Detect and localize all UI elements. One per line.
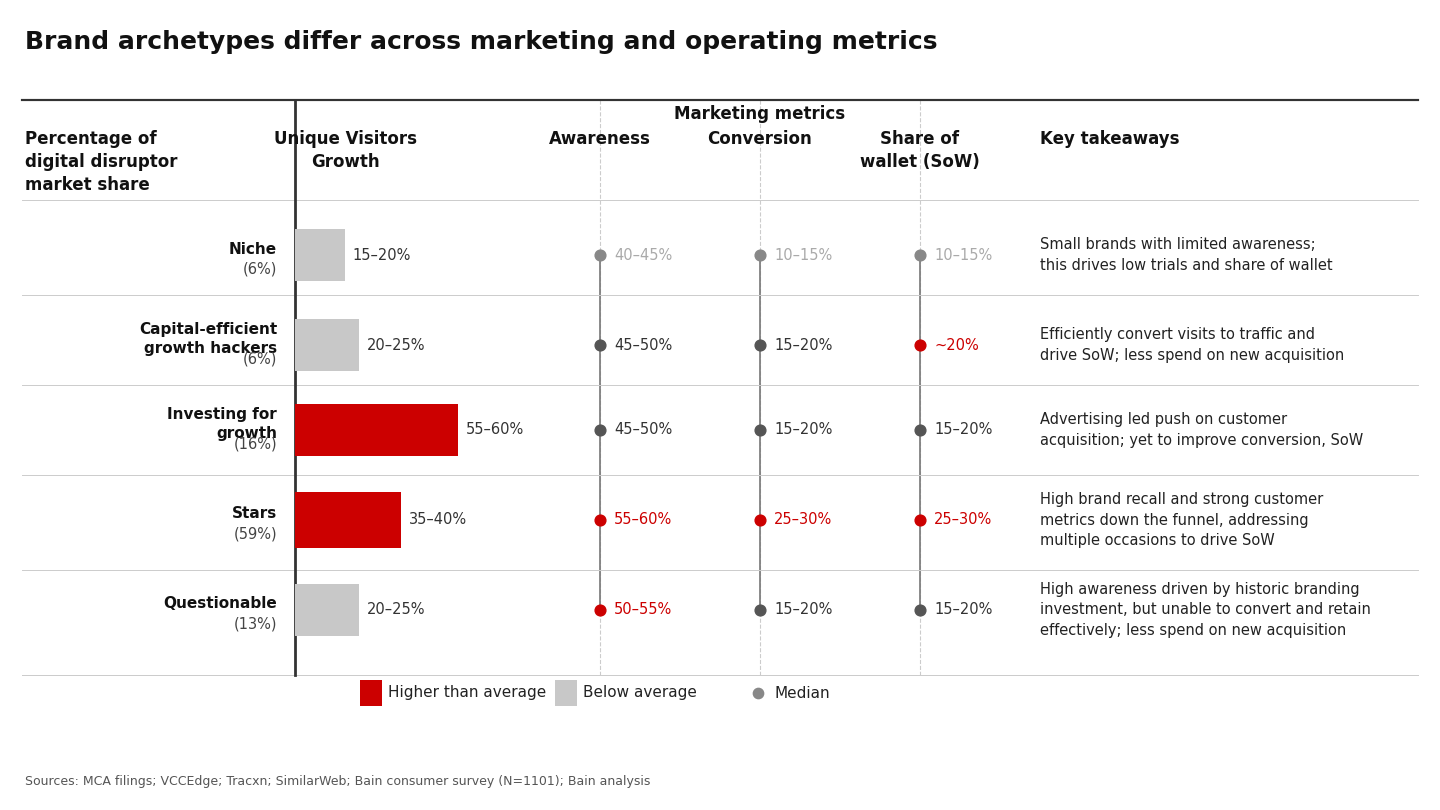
Point — [749, 339, 772, 352]
Text: 10–15%: 10–15% — [935, 248, 992, 262]
Bar — [295, 403, 458, 456]
Text: (6%): (6%) — [242, 262, 276, 276]
Point — [589, 339, 612, 352]
Text: 55–60%: 55–60% — [613, 513, 672, 527]
Text: Advertising led push on customer
acquisition; yet to improve conversion, SoW: Advertising led push on customer acquisi… — [1040, 412, 1364, 448]
Text: 55–60%: 55–60% — [467, 423, 524, 437]
Text: High brand recall and strong customer
metrics down the funnel, addressing
multip: High brand recall and strong customer me… — [1040, 492, 1323, 548]
Text: Small brands with limited awareness;
this drives low trials and share of wallet: Small brands with limited awareness; thi… — [1040, 237, 1332, 273]
Text: 15–20%: 15–20% — [775, 423, 832, 437]
Text: 20–25%: 20–25% — [367, 338, 425, 352]
Text: 45–50%: 45–50% — [613, 423, 672, 437]
Point — [589, 424, 612, 437]
Text: 50–55%: 50–55% — [613, 603, 672, 617]
Point — [909, 249, 932, 262]
Text: 45–50%: 45–50% — [613, 338, 672, 352]
Point — [909, 603, 932, 616]
Bar — [295, 318, 359, 371]
Text: Investing for
growth: Investing for growth — [167, 407, 276, 441]
Text: High awareness driven by historic branding
investment, but unable to convert and: High awareness driven by historic brandi… — [1040, 582, 1371, 638]
Text: Below average: Below average — [583, 685, 697, 701]
Point — [909, 424, 932, 437]
Text: 25–30%: 25–30% — [935, 513, 992, 527]
Point — [749, 249, 772, 262]
Text: 15–20%: 15–20% — [935, 423, 992, 437]
Text: 25–30%: 25–30% — [775, 513, 832, 527]
Text: Marketing metrics: Marketing metrics — [674, 105, 845, 123]
Text: Higher than average: Higher than average — [387, 685, 546, 701]
Text: Median: Median — [775, 685, 829, 701]
Text: 15–20%: 15–20% — [775, 338, 832, 352]
Text: Sources: MCA filings; VCCEdge; Tracxn; SimilarWeb; Bain consumer survey (N=1101): Sources: MCA filings; VCCEdge; Tracxn; S… — [24, 775, 651, 788]
Text: Stars: Stars — [232, 506, 276, 522]
Text: Brand archetypes differ across marketing and operating metrics: Brand archetypes differ across marketing… — [24, 30, 937, 54]
Point — [589, 249, 612, 262]
Text: (13%): (13%) — [233, 616, 276, 632]
Text: Conversion: Conversion — [707, 130, 812, 148]
Text: Key takeaways: Key takeaways — [1040, 130, 1179, 148]
Text: 40–45%: 40–45% — [613, 248, 672, 262]
Point — [589, 514, 612, 526]
Text: Niche: Niche — [229, 241, 276, 257]
Point — [909, 339, 932, 352]
Point — [749, 424, 772, 437]
Bar — [295, 228, 344, 281]
Point — [746, 687, 769, 700]
Bar — [295, 584, 359, 637]
Text: Questionable: Questionable — [163, 596, 276, 612]
Bar — [554, 680, 577, 706]
Text: ~20%: ~20% — [935, 338, 979, 352]
Point — [909, 514, 932, 526]
Text: 10–15%: 10–15% — [775, 248, 832, 262]
Point — [749, 514, 772, 526]
Text: 35–40%: 35–40% — [409, 513, 468, 527]
Text: Awareness: Awareness — [549, 130, 651, 148]
Text: Percentage of
digital disruptor
market share: Percentage of digital disruptor market s… — [24, 130, 177, 194]
Text: 20–25%: 20–25% — [367, 603, 425, 617]
Bar — [295, 492, 402, 548]
Text: Share of
wallet (SoW): Share of wallet (SoW) — [860, 130, 979, 171]
Text: Efficiently convert visits to traffic and
drive SoW; less spend on new acquisiti: Efficiently convert visits to traffic an… — [1040, 327, 1345, 363]
Text: Unique Visitors
Growth: Unique Visitors Growth — [274, 130, 416, 171]
Text: (6%): (6%) — [242, 352, 276, 366]
Text: (59%): (59%) — [233, 526, 276, 542]
Point — [589, 603, 612, 616]
Text: 15–20%: 15–20% — [775, 603, 832, 617]
Point — [749, 603, 772, 616]
Text: 15–20%: 15–20% — [353, 248, 410, 262]
Bar — [360, 680, 382, 706]
Text: Capital-efficient
growth hackers: Capital-efficient growth hackers — [138, 322, 276, 356]
Text: 15–20%: 15–20% — [935, 603, 992, 617]
Text: (16%): (16%) — [233, 437, 276, 451]
